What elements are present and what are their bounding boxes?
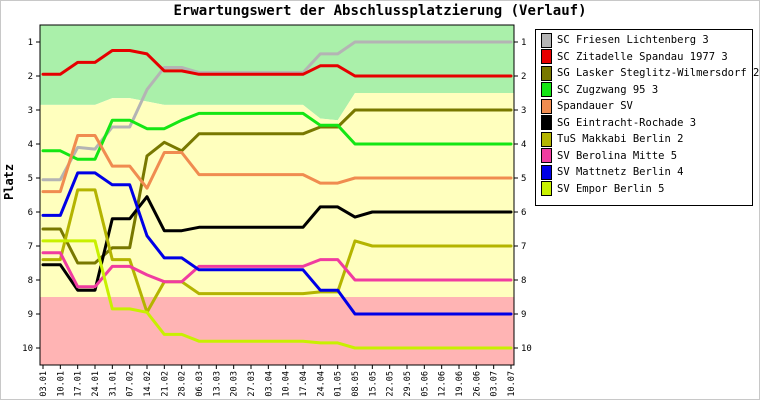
x-tick-label-27: 10.07 xyxy=(507,371,517,397)
x-tick-label-0: 03.01 xyxy=(39,371,49,397)
x-tick-label-16: 24.04 xyxy=(316,371,326,397)
legend-label-6: SG Eintracht-Rochade 3 xyxy=(557,117,696,129)
legend-label-4: SC Zugzwang 95 3 xyxy=(557,84,658,96)
y-tick-label-right-10: 10 xyxy=(521,344,532,354)
legend-label-8: SV Berolina Mitte 5 xyxy=(557,150,677,162)
x-tick-label-4: 31.01 xyxy=(108,371,118,397)
chart-title: Erwartungswert der Abschlussplatzierung … xyxy=(0,3,760,19)
legend-item-7: TuS Makkabi Berlin 2 xyxy=(541,131,752,148)
legend-item-3: SG Lasker Steglitz-Wilmersdorf 2 xyxy=(541,65,752,82)
y-tick-label-left-1: 1 xyxy=(28,38,33,48)
x-tick-label-5: 07.02 xyxy=(126,371,136,397)
legend-swatch-10 xyxy=(541,181,552,196)
x-tick-label-21: 29.05 xyxy=(403,371,413,397)
y-tick-label-right-5: 5 xyxy=(521,174,526,184)
legend-swatch-8 xyxy=(541,148,552,163)
legend-swatch-5 xyxy=(541,99,552,114)
y-tick-label-left-6: 6 xyxy=(28,208,33,218)
legend-item-9: SV Mattnetz Berlin 4 xyxy=(541,164,752,181)
y-tick-label-right-9: 9 xyxy=(521,310,526,320)
y-tick-label-left-10: 10 xyxy=(22,344,33,354)
legend-label-9: SV Mattnetz Berlin 4 xyxy=(557,166,683,178)
x-tick-label-6: 14.02 xyxy=(143,371,153,397)
legend-item-5: Spandauer SV xyxy=(541,98,752,115)
legend-label-5: Spandauer SV xyxy=(557,100,633,112)
x-tick-label-7: 21.02 xyxy=(160,371,170,397)
legend-swatch-9 xyxy=(541,165,552,180)
x-tick-label-1: 10.01 xyxy=(56,371,66,397)
x-tick-label-19: 15.05 xyxy=(368,371,378,397)
legend-item-4: SC Zugzwang 95 3 xyxy=(541,82,752,99)
legend-label-7: TuS Makkabi Berlin 2 xyxy=(557,133,683,145)
legend-label-2: SC Zitadelle Spandau 1977 3 xyxy=(557,51,728,63)
x-tick-label-18: 08.05 xyxy=(351,371,361,397)
y-tick-label-left-4: 4 xyxy=(28,140,33,150)
legend-item-8: SV Berolina Mitte 5 xyxy=(541,148,752,165)
x-tick-label-26: 03.07 xyxy=(490,371,500,397)
legend-swatch-1 xyxy=(541,33,552,48)
x-tick-label-23: 12.06 xyxy=(438,371,448,397)
y-tick-label-left-8: 8 xyxy=(28,276,33,286)
y-tick-label-right-6: 6 xyxy=(521,208,526,218)
x-tick-label-12: 27.03 xyxy=(247,371,257,397)
y-tick-label-left-3: 3 xyxy=(28,106,33,116)
legend-item-6: SG Eintracht-Rochade 3 xyxy=(541,115,752,132)
y-tick-label-right-8: 8 xyxy=(521,276,526,286)
legend: SC Friesen Lichtenberg 3 SC Zitadelle Spa… xyxy=(535,29,753,206)
x-tick-label-24: 19.06 xyxy=(455,371,465,397)
y-tick-label-right-3: 3 xyxy=(521,106,526,116)
legend-label-1: SC Friesen Lichtenberg 3 xyxy=(557,34,709,46)
x-tick-label-20: 22.05 xyxy=(386,371,396,397)
y-tick-label-left-5: 5 xyxy=(28,174,33,184)
legend-swatch-4 xyxy=(541,82,552,97)
x-tick-label-11: 20.03 xyxy=(230,371,240,397)
legend-label-3: SG Lasker Steglitz-Wilmersdorf 2 xyxy=(557,67,759,79)
x-tick-label-9: 06.03 xyxy=(195,371,205,397)
y-tick-label-right-4: 4 xyxy=(521,140,526,150)
legend-item-10: SV Empor Berlin 5 xyxy=(541,181,752,198)
legend-item-1: SC Friesen Lichtenberg 3 xyxy=(541,32,752,49)
legend-label-10: SV Empor Berlin 5 xyxy=(557,183,664,195)
legend-swatch-7 xyxy=(541,132,552,147)
legend-item-2: SC Zitadelle Spandau 1977 3 xyxy=(541,49,752,66)
y-tick-label-left-9: 9 xyxy=(28,310,33,320)
y-tick-label-right-1: 1 xyxy=(521,38,526,48)
y-axis-label: Platz xyxy=(2,164,16,200)
x-tick-label-3: 24.01 xyxy=(91,371,101,397)
y-tick-label-left-2: 2 xyxy=(28,72,33,82)
y-tick-label-left-7: 7 xyxy=(28,242,33,252)
x-tick-label-10: 13.03 xyxy=(212,371,222,397)
x-tick-label-25: 26.06 xyxy=(472,371,482,397)
legend-swatch-6 xyxy=(541,115,552,130)
x-tick-label-2: 17.01 xyxy=(74,371,84,397)
x-tick-label-22: 05.06 xyxy=(420,371,430,397)
x-tick-label-17: 01.05 xyxy=(334,371,344,397)
x-tick-label-14: 10.04 xyxy=(282,371,292,397)
y-tick-label-right-7: 7 xyxy=(521,242,526,252)
legend-swatch-2 xyxy=(541,49,552,64)
x-tick-label-13: 03.04 xyxy=(264,371,274,397)
legend-swatch-3 xyxy=(541,66,552,81)
y-tick-label-right-2: 2 xyxy=(521,72,526,82)
x-tick-label-8: 28.02 xyxy=(178,371,188,397)
x-tick-label-15: 17.04 xyxy=(299,371,309,397)
